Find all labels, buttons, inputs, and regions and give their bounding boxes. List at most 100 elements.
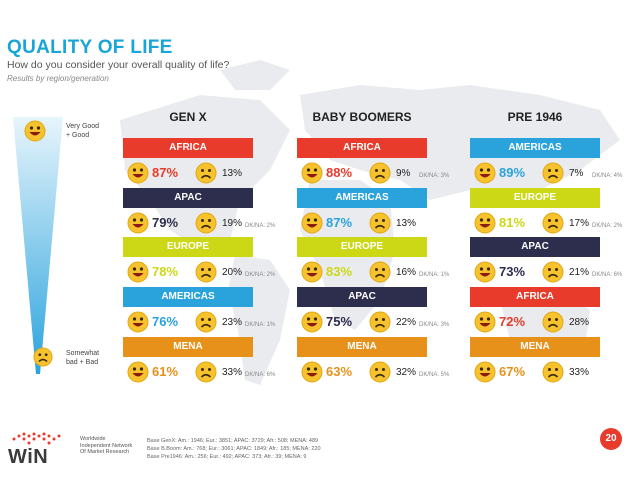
bad-percent: 33% [569,367,590,378]
bad-percent: 7% [569,168,584,179]
region-bar: AFRICA [470,287,600,307]
scale-bottom-label: Somewhat bad + Bad [66,349,99,367]
good-percent: 83% [326,264,353,279]
bad-percent: 17% [569,218,590,229]
dkna-note: DK/NA: 4% [592,173,623,179]
region-bar: EUROPE [123,237,253,257]
happy-face-icon [474,261,496,288]
happy-face-icon [127,311,149,338]
region-bar: EUROPE [470,188,600,208]
sad-face-icon [195,311,217,338]
region-bar: AMERICAS [470,138,600,158]
happy-face-icon [474,162,496,189]
page-title: QUALITY OF LIFE [7,37,173,58]
good-percent: 87% [152,165,179,180]
bad-percent: 20% [222,267,243,278]
win-logo-dots [12,432,61,445]
logo-subtitle: Worldwide Independent Network Of Market … [80,436,132,456]
region-bar: MENA [470,337,600,357]
dkna-note: DK/NA: 2% [592,223,623,229]
bad-percent: 33% [222,367,243,378]
region-bar: AMERICAS [123,287,253,307]
happy-face-icon [24,120,46,142]
happy-face-icon [474,311,496,338]
base-note-boomers: Base B.Boom: Am.: 768; Eur.: 3061; APAC:… [147,446,321,452]
happy-face-icon [301,311,323,338]
region-bar: APAC [470,237,600,257]
sad-face-icon [369,361,391,388]
sad-face-icon [369,261,391,288]
dkna-note: DK/NA: 5% [419,372,450,378]
bad-percent: 13% [222,168,243,179]
happy-face-icon [474,212,496,239]
good-percent: 81% [499,215,526,230]
bad-percent: 28% [569,317,590,328]
good-percent: 79% [152,215,179,230]
region-bar: AFRICA [123,138,253,158]
sad-face-icon [195,261,217,288]
dkna-note: DK/NA: 3% [419,173,450,179]
logo-sub-line2: Independent Network [80,442,133,449]
happy-face-icon [127,162,149,189]
happy-face-icon [127,261,149,288]
scale-top-label-line2: + Good [66,132,90,139]
region-bar: EUROPE [297,237,427,257]
sad-face-icon [542,212,564,239]
good-percent: 76% [152,314,179,329]
sad-face-icon [369,212,391,239]
good-percent: 63% [326,364,353,379]
dkna-note: DK/NA: 2% [245,223,276,229]
scale-top-label: Very Good + Good [66,122,99,140]
base-note-genx: Base GenX: Am.: 1946; Eur.: 3851; APAC: … [147,438,319,444]
sad-face-icon [195,361,217,388]
sad-face-icon [542,261,564,288]
good-percent: 78% [152,264,179,279]
scale-top-label-line1: Very Good [66,123,100,130]
results-note: Results by region/generation [7,74,109,83]
dkna-note: DK/NA: 2% [245,272,276,278]
good-percent: 61% [152,364,179,379]
dkna-note: DK/NA: 1% [419,272,450,278]
region-bar: AMERICAS [297,188,427,208]
happy-face-icon [127,212,149,239]
good-percent: 72% [499,314,526,329]
dkna-note: DK/NA: 1% [245,322,276,328]
sad-face-icon [542,162,564,189]
page-number: 20 [600,428,622,450]
sad-face-icon [369,311,391,338]
bad-percent: 13% [396,218,417,229]
page-subtitle: How do you consider your overall quality… [7,59,230,71]
dkna-note: DK/NA: 6% [245,372,276,378]
win-logo: WiN [8,446,49,468]
bad-percent: 23% [222,317,243,328]
logo-sub-line3: Of Market Research [80,449,130,455]
good-percent: 88% [326,165,353,180]
region-bar: APAC [297,287,427,307]
dkna-note: DK/NA: 3% [419,322,450,328]
sad-face-icon [33,347,53,367]
bad-percent: 19% [222,218,243,229]
generation-header: BABY BOOMERS [312,110,412,124]
sad-face-icon [542,361,564,388]
scale-bottom-label-line2: bad + Bad [66,359,99,366]
region-bar: AFRICA [297,138,427,158]
sad-face-icon [369,162,391,189]
bad-percent: 22% [396,317,417,328]
happy-face-icon [474,361,496,388]
good-percent: 67% [499,364,526,379]
region-bar: APAC [123,188,253,208]
bad-percent: 16% [396,267,417,278]
dkna-note: DK/NA: 6% [592,272,623,278]
happy-face-icon [301,162,323,189]
generation-header: PRE 1946 [507,110,563,124]
good-percent: 89% [499,165,526,180]
good-percent: 87% [326,215,353,230]
bad-percent: 9% [396,168,411,179]
logo-sub-line1: Worldwide [80,436,106,442]
happy-face-icon [301,361,323,388]
happy-face-icon [127,361,149,388]
base-note-pre1946: Base Pre1946: Am.: 256; Eur.: 492; APAC:… [147,454,307,460]
generation-header: GEN X [169,110,207,124]
region-bar: MENA [123,337,253,357]
